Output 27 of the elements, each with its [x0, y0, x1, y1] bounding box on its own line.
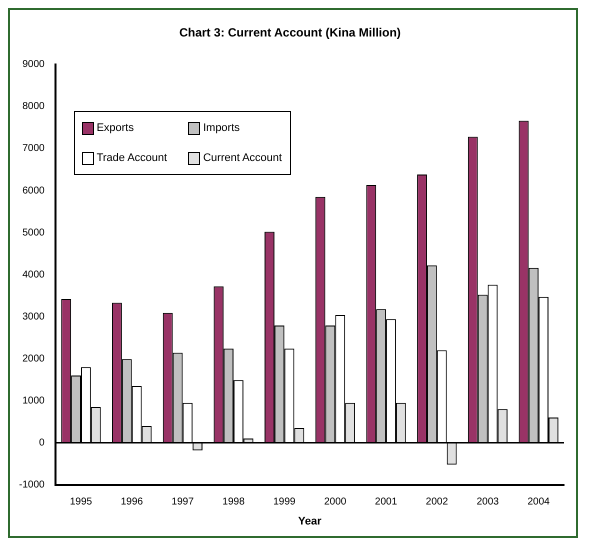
x-tick-label: 2001	[374, 496, 398, 508]
x-tick-label: 1995	[70, 496, 93, 508]
y-tick-label: 9000	[22, 59, 46, 70]
x-tick-label: 2000	[324, 496, 347, 508]
legend-label: Current Account	[203, 152, 282, 164]
x-tick-label: 1996	[120, 496, 144, 508]
y-tick-label: 4000	[22, 269, 46, 280]
x-tick-label: 1997	[172, 496, 194, 508]
x-tick-label: 1999	[273, 496, 296, 508]
y-tick-label: 6000	[22, 185, 46, 196]
y-tick-label: 7000	[22, 143, 46, 154]
y-tick-label: 0	[39, 438, 46, 449]
y-tick-label: 2000	[22, 353, 46, 364]
legend-label: Imports	[203, 122, 240, 134]
x-tick-label: 2004	[527, 496, 550, 508]
legend-label: Trade Account	[96, 152, 168, 164]
legend-label: Exports	[96, 122, 134, 134]
x-tick-label: 2003	[476, 496, 500, 508]
y-tick-label: 5000	[22, 227, 46, 238]
chart-title: Chart 3: Current Account (Kina Million)	[179, 26, 401, 40]
y-tick-label: 3000	[22, 311, 46, 322]
y-tick-label: 8000	[22, 101, 46, 112]
y-tick-label: -1000	[19, 480, 46, 491]
x-axis-title: Year	[298, 515, 322, 528]
x-tick-label: 2002	[426, 496, 448, 508]
y-tick-label: 1000	[22, 395, 46, 406]
x-tick-label: 1998	[222, 496, 246, 508]
